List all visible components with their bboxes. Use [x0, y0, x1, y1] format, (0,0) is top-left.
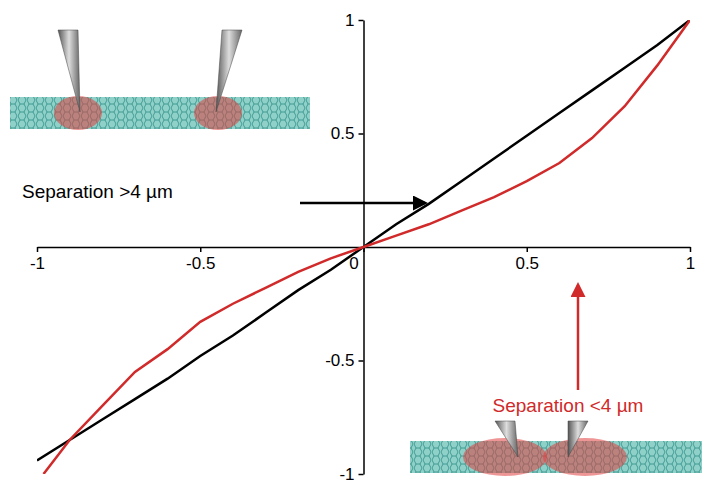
series-label: Separation >4 µm: [22, 181, 173, 202]
contact-region: [543, 438, 627, 476]
x-tick: 0.5: [515, 247, 539, 273]
inset: [10, 30, 310, 130]
x-tick-label: -0.5: [186, 254, 215, 273]
x-tick-mark: [527, 247, 529, 252]
probe: [495, 421, 518, 457]
x-tick: -0.5: [186, 247, 215, 273]
probe: [58, 30, 80, 112]
series-label: Separation <4 µm: [493, 395, 644, 416]
y-tick: 0.5: [331, 124, 364, 143]
plot-area: [37, 20, 690, 474]
x-tick-mark: [37, 247, 39, 252]
y-tick: -0.5: [325, 351, 363, 370]
y-tick-mark: [359, 20, 364, 22]
y-tick-label: -0.5: [325, 351, 354, 370]
x-tick-label: 0.5: [515, 254, 539, 273]
x-tick: -1: [30, 247, 45, 273]
inset: [410, 421, 702, 476]
series-line: [37, 20, 690, 460]
y-tick: 1: [345, 11, 363, 30]
y-tick-mark: [359, 474, 364, 476]
label-arrow: [577, 285, 580, 390]
y-tick-label: 1: [345, 11, 354, 30]
probe: [216, 30, 242, 112]
y-tick-label: 0.5: [331, 124, 355, 143]
y-tick-mark: [359, 133, 364, 135]
contact-region: [463, 438, 547, 476]
probe: [568, 421, 588, 457]
x-tick: 1: [686, 247, 695, 273]
label-arrow: [300, 202, 425, 205]
y-tick-mark: [359, 360, 364, 362]
x-axis: -1-0.500.51: [30, 247, 695, 273]
y-tick-label: -1: [339, 465, 354, 484]
x-tick-label: -1: [30, 254, 45, 273]
nanotube: [10, 97, 310, 129]
y-tick: -1: [339, 465, 363, 484]
chart: -1-0.500.51-1-0.50.51Separation >4 µmSep…: [0, 0, 712, 485]
series-line: [44, 20, 690, 474]
x-tick-mark: [690, 247, 692, 252]
x-tick-label: 1: [686, 254, 695, 273]
x-tick-mark: [200, 247, 202, 252]
y-axis: -1 -0.5 0.5 1: [325, 11, 364, 484]
